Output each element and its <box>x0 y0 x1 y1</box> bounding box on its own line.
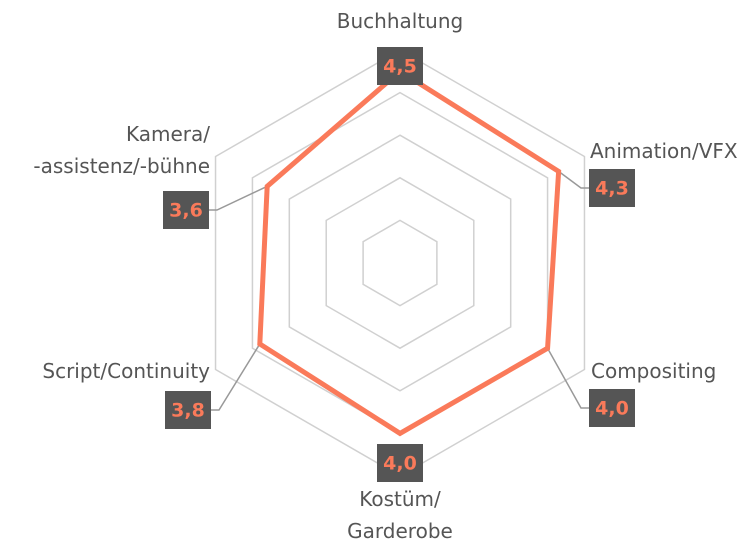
value-label: 3,6 <box>169 200 203 222</box>
value-label-box <box>589 389 635 427</box>
grid-ring <box>214 49 586 477</box>
axis-label-line: Garderobe <box>347 519 453 543</box>
leader-line <box>209 185 268 211</box>
axis-label-line: Animation/VFX <box>590 139 738 163</box>
radar-line <box>257 68 562 437</box>
axis-label: Script/Continuity <box>42 359 210 383</box>
grid-ring <box>251 91 549 435</box>
axis-label-line: Kamera/ <box>126 122 210 146</box>
value-label-box <box>589 169 635 207</box>
value-label-box <box>377 47 423 85</box>
axis-label: Kamera/ -assistenz/-bühne <box>33 122 210 178</box>
value-label: 4,3 <box>595 178 629 200</box>
value-label: 4,0 <box>595 398 629 420</box>
value-label: 3,8 <box>171 400 205 422</box>
axis-label: Animation/VFX <box>590 139 738 163</box>
value-label-box <box>163 191 209 229</box>
value-label-box <box>165 391 211 429</box>
leader-line <box>211 343 261 411</box>
value-label: 4,0 <box>383 453 417 475</box>
value-label: 4,5 <box>383 56 417 78</box>
axis-label-line: Script/Continuity <box>42 359 210 383</box>
value-label-box <box>377 444 423 482</box>
axis-label: Compositing <box>591 359 716 383</box>
axis-label: Kostüm/Garderobe <box>347 487 453 543</box>
grid-ring <box>362 219 438 307</box>
axis-label-line: Kostüm/ <box>359 487 441 511</box>
grid-ring <box>288 134 512 392</box>
axis-label-line: Buchhaltung <box>337 9 463 33</box>
axis-label: Buchhaltung <box>337 9 463 33</box>
axis-label-line: -assistenz/-bühne <box>33 154 210 178</box>
leader-line <box>546 347 589 409</box>
grid-ring <box>325 176 475 350</box>
axis-label-line: Compositing <box>591 359 716 383</box>
leader-line <box>558 170 589 189</box>
